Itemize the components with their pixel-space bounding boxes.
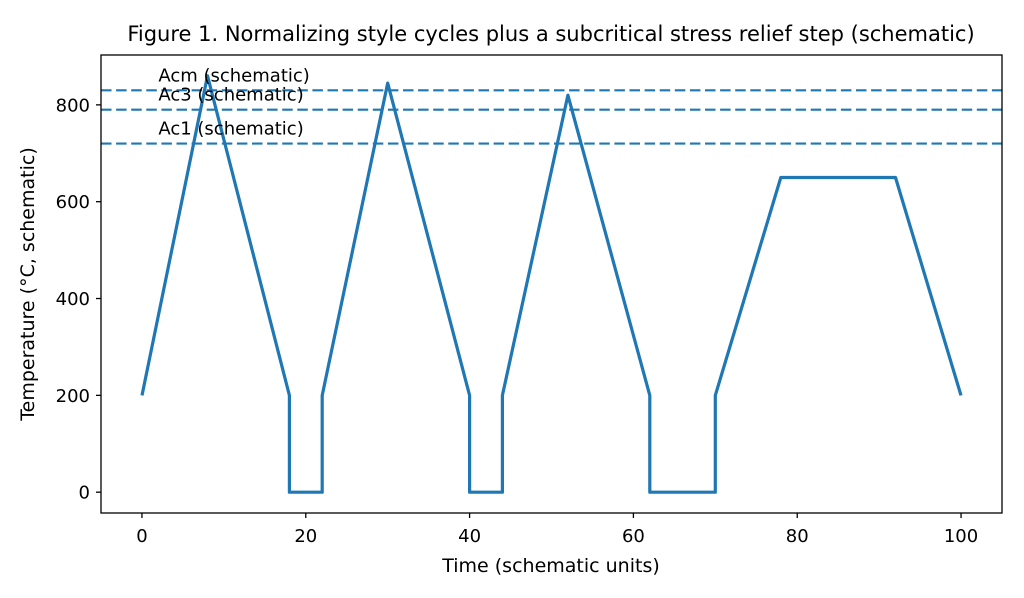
x-tick-label: 20 <box>294 526 317 547</box>
x-tick-label: 0 <box>136 526 147 547</box>
x-tick-label: 100 <box>944 526 978 547</box>
y-axis-label: Temperature (°C, schematic) <box>17 147 39 421</box>
reference-label-ac1: Ac1 (schematic) <box>158 119 303 140</box>
x-tick-label: 80 <box>786 526 809 547</box>
reference-label-acm: Acm (schematic) <box>158 65 309 86</box>
series-group <box>140 74 963 494</box>
x-tick-label: 40 <box>458 526 481 547</box>
x-tick-label: 60 <box>622 526 645 547</box>
reference-labels-group: Acm (schematic)Ac3 (schematic) Ac1 (schem… <box>158 65 309 139</box>
thermal-cycle-profile-line <box>140 74 963 494</box>
plot-border <box>100 54 1003 514</box>
y-tick-label: 800 <box>56 95 90 116</box>
chart-title: Figure 1. Normalizing style cycles plus … <box>127 22 974 46</box>
y-tick-label: 600 <box>56 192 90 213</box>
x-axis-label: Time (schematic units) <box>441 555 660 577</box>
ticks-group: 0 20 40 60 80 100 0 200 400 600 800 <box>56 95 979 547</box>
reference-label-ac3: Ac3 (schematic) <box>158 85 303 106</box>
y-tick-label: 200 <box>56 386 90 407</box>
y-tick-label: 400 <box>56 289 90 310</box>
y-tick-label: 0 <box>79 483 90 504</box>
